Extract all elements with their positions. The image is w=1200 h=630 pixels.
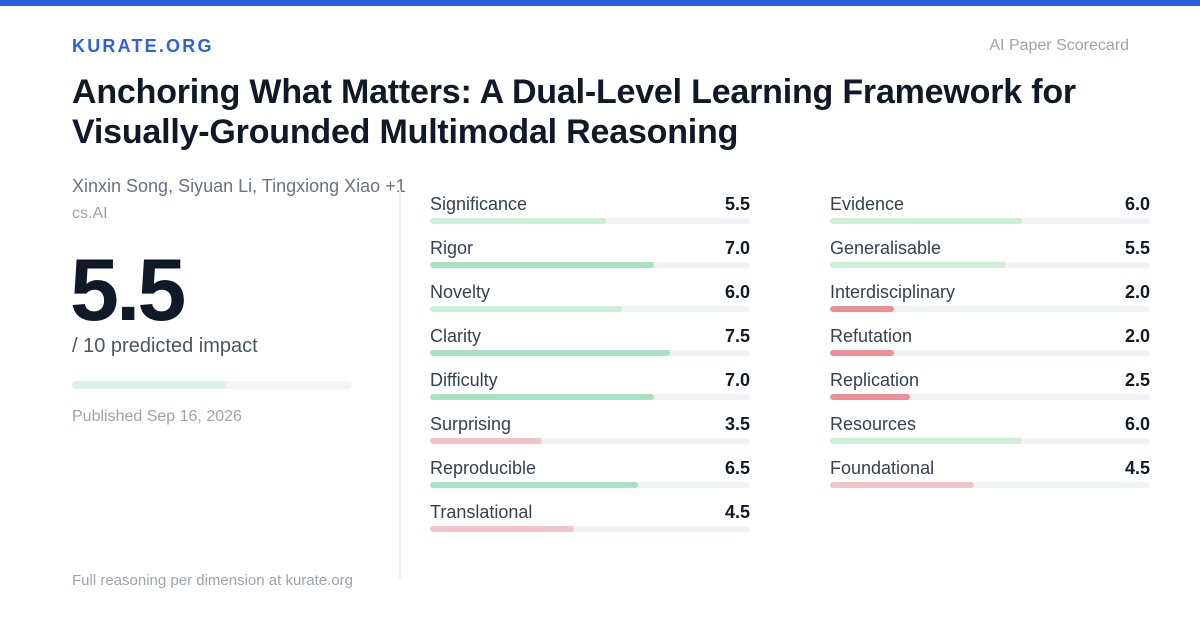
dimension-bar (430, 218, 750, 224)
dimension-bar (430, 262, 750, 268)
dimension-value: 7.0 (724, 370, 750, 390)
dimension-value: 3.5 (724, 414, 750, 434)
dimension-label: Refutation (830, 326, 913, 346)
published-date: Published Sep 16, 2026 (72, 408, 242, 425)
dimension-label: Foundational (830, 458, 935, 478)
dimension-bar-fill (430, 394, 654, 400)
dimension-value: 6.5 (724, 458, 750, 478)
dimension-row-resources: Resources 6.0 (830, 413, 1150, 457)
dimension-bar (430, 394, 750, 400)
dimension-bar-fill (830, 394, 910, 400)
dimension-label: Significance (430, 194, 528, 214)
dimension-row-reproducible: Reproducible 6.5 (430, 457, 750, 501)
dimension-bar-fill (430, 350, 670, 356)
dimension-label: Difficulty (430, 370, 498, 390)
dimension-bar (430, 482, 750, 488)
dimension-value: 7.0 (724, 238, 750, 258)
dimension-bar-fill (830, 262, 1006, 268)
dimension-label: Generalisable (830, 238, 942, 258)
dimension-value: 5.5 (1124, 238, 1150, 258)
paper-authors: Xinxin Song, Siyuan Li, Tingxiong Xiao +… (72, 176, 406, 196)
dimension-bar-fill (430, 262, 654, 268)
dimension-value: 4.5 (1124, 458, 1150, 478)
dimension-value: 7.5 (724, 326, 750, 346)
dimension-bar-fill (830, 306, 894, 312)
dimension-row-significance: Significance 5.5 (430, 193, 750, 237)
paper-category: cs.AI (72, 205, 108, 222)
top-accent-bar (0, 0, 1200, 6)
dimension-value: 5.5 (724, 194, 750, 214)
overall-score-bar (72, 381, 352, 389)
dimension-row-refutation: Refutation 2.0 (830, 325, 1150, 369)
dimension-row-surprising: Surprising 3.5 (430, 413, 750, 457)
dimension-label: Interdisciplinary (830, 282, 956, 302)
dimension-bar-fill (830, 350, 894, 356)
dimension-row-novelty: Novelty 6.0 (430, 281, 750, 325)
brand-logo[interactable]: KURATE.ORG (72, 36, 214, 56)
dimension-list-left: Significance 5.5 Rigor 7.0 Novelty 6.0 Clarity… (430, 193, 750, 545)
column-divider (399, 190, 401, 580)
dimension-bar-fill (430, 526, 574, 532)
dimension-row-generalisable: Generalisable 5.5 (830, 237, 1150, 281)
dimension-row-translational: Translational 4.5 (430, 501, 750, 545)
dimension-bar-fill (430, 438, 542, 444)
dimension-bar (430, 438, 750, 444)
dimension-value: 2.5 (1124, 370, 1150, 390)
dimension-label: Clarity (430, 326, 482, 346)
dimension-value: 4.5 (724, 502, 750, 522)
dimension-row-rigor: Rigor 7.0 (430, 237, 750, 281)
dimension-bar-fill (830, 218, 1022, 224)
dimension-value: 2.0 (1124, 326, 1150, 346)
dimension-label: Replication (830, 370, 920, 390)
dimension-bar-fill (830, 482, 974, 488)
dimension-value: 6.0 (1124, 194, 1150, 214)
dimension-bar (430, 350, 750, 356)
dimension-bar (830, 306, 1150, 312)
dimension-label: Translational (430, 502, 533, 522)
page-kicker: AI Paper Scorecard (989, 37, 1129, 54)
dimension-label: Reproducible (430, 458, 537, 478)
dimension-bar-fill (830, 438, 1022, 444)
dimension-row-replication: Replication 2.5 (830, 369, 1150, 413)
overall-score-caption: / 10 predicted impact (72, 335, 258, 357)
dimension-list-right: Evidence 6.0 Generalisable 5.5 Interdiscipli… (830, 193, 1150, 501)
dimension-bar (830, 350, 1150, 356)
overall-score: 5.5 (70, 240, 186, 339)
dimension-bar (830, 394, 1150, 400)
dimension-label: Rigor (430, 238, 474, 258)
dimension-label: Surprising (430, 414, 512, 434)
dimension-row-difficulty: Difficulty 7.0 (430, 369, 750, 413)
dimension-bar-fill (430, 306, 622, 312)
dimension-label: Novelty (430, 282, 491, 302)
dimension-value: 6.0 (1124, 414, 1150, 434)
dimension-row-interdisciplinary: Interdisciplinary 2.0 (830, 281, 1150, 325)
dimension-bar (830, 438, 1150, 444)
dimension-bar-fill (430, 218, 606, 224)
dimension-bar (830, 218, 1150, 224)
dimension-bar-fill (430, 482, 638, 488)
dimension-label: Resources (830, 414, 917, 434)
footer-note: Full reasoning per dimension at kurate.o… (72, 572, 353, 589)
dimension-bar (830, 262, 1150, 268)
dimension-bar (430, 306, 750, 312)
dimension-bar (430, 526, 750, 532)
dimension-value: 6.0 (724, 282, 750, 302)
overall-score-bar-fill (72, 381, 226, 389)
dimension-bar (830, 482, 1150, 488)
dimension-row-foundational: Foundational 4.5 (830, 457, 1150, 501)
dimension-row-evidence: Evidence 6.0 (830, 193, 1150, 237)
paper-title: Anchoring What Matters: A Dual-Level Lea… (72, 73, 1076, 151)
dimension-label: Evidence (830, 194, 905, 214)
dimension-value: 2.0 (1124, 282, 1150, 302)
dimension-row-clarity: Clarity 7.5 (430, 325, 750, 369)
